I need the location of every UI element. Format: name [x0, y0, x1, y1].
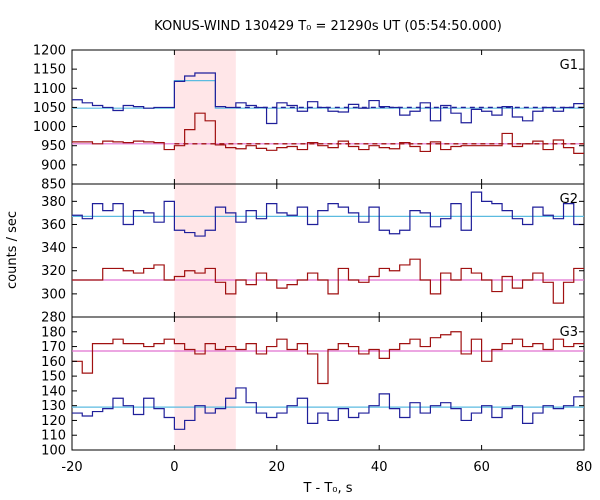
x-tick-label: 0 [170, 460, 178, 475]
series-line-g3-upper [72, 387, 584, 430]
background-line-g1-upper [72, 80, 584, 109]
y-tick-label-g3: 150 [41, 370, 66, 385]
series-line-g2-upper [72, 191, 584, 237]
panel-label-g1: G1 [560, 58, 578, 73]
x-tick-label: -20 [61, 460, 82, 475]
panel-label-g2: G2 [560, 192, 578, 207]
y-tick-label-g3: 170 [41, 340, 66, 355]
y-tick-label-g3: 120 [41, 414, 66, 429]
panel-label-g3: G3 [560, 325, 578, 340]
y-tick-label-g1: 1100 [33, 82, 66, 97]
series-line-g1-lower [72, 112, 584, 154]
y-tick-label-g3: 160 [41, 355, 66, 370]
series-line-g3-lower [72, 331, 584, 385]
y-tick-label-g3: 180 [41, 325, 66, 340]
series-line-g1-upper [72, 72, 584, 125]
panel-frames [71, 49, 585, 451]
chart-title: KONUS-WIND 130429 T₀ = 21290s UT (05:54:… [154, 19, 502, 34]
y-tick-label-g2: 380 [41, 195, 66, 210]
x-tick-label: 60 [473, 460, 490, 475]
y-tick-label-g2: 320 [41, 264, 66, 279]
data-layer [72, 72, 584, 430]
y-tick-label-g1: 1150 [33, 63, 66, 78]
y-tick-label-g1: 850 [41, 178, 66, 193]
x-tick-label: 40 [371, 460, 388, 475]
y-tick-label-g3: 100 [41, 444, 66, 459]
y-tick-label-g1: 900 [41, 158, 66, 173]
y-tick-label-g2: 280 [41, 311, 66, 326]
x-tick-label: 20 [269, 460, 286, 475]
x-tick-label: 80 [576, 460, 593, 475]
series-line-g2-lower [72, 258, 584, 304]
y-tick-label-g3: 130 [41, 399, 66, 414]
y-tick-label-g3: 140 [41, 384, 66, 399]
y-tick-label-g2: 300 [41, 287, 66, 302]
y-tick-label-g1: 1200 [33, 44, 66, 59]
y-tick-label-g1: 950 [41, 139, 66, 154]
highlight-layer [174, 50, 236, 450]
y-tick-label-g3: 110 [41, 429, 66, 444]
y-tick-label-g1: 1000 [33, 120, 66, 135]
highlight-band [174, 50, 236, 450]
y-axis-title: counts / sec [5, 211, 20, 289]
x-axis-title: T - T₀, s [302, 481, 352, 496]
y-tick-label-g1: 1050 [33, 101, 66, 116]
axis-layer: 85090095010001050110011501200G1280300320… [33, 44, 592, 476]
y-tick-label-g2: 360 [41, 218, 66, 233]
y-tick-label-g2: 340 [41, 241, 66, 256]
panel-frame-g3 [71, 316, 585, 451]
